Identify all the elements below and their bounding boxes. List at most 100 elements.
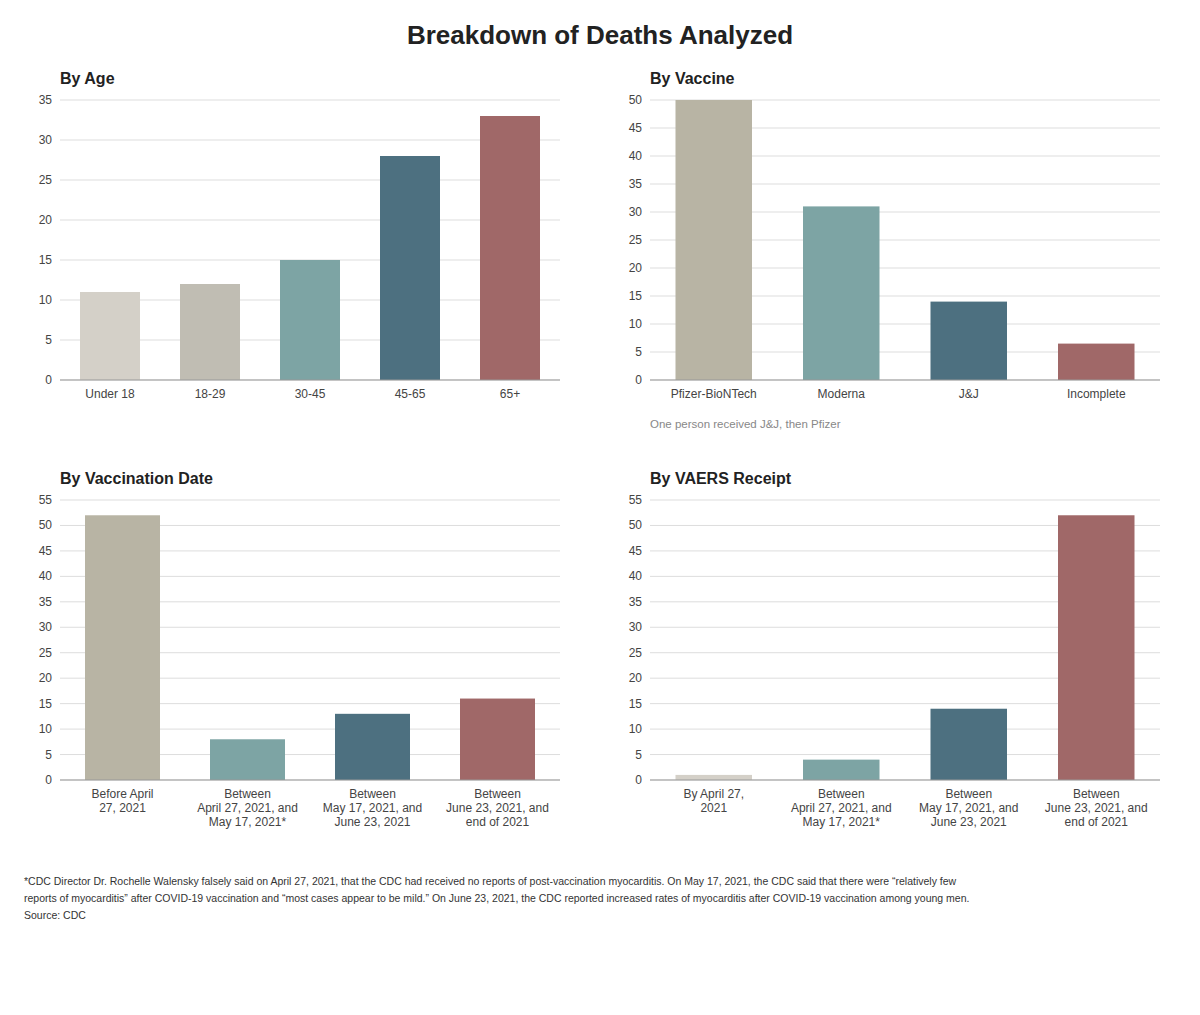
y-tick-label: 55	[629, 493, 643, 507]
x-tick-label-line: June 23, 2021	[334, 815, 410, 829]
x-axis-line	[650, 780, 1160, 781]
y-tick-label: 15	[39, 697, 53, 711]
chart-root: Breakdown of Deaths Analyzed By Age 0 5 10 15…	[0, 0, 1200, 1015]
bar	[676, 775, 753, 780]
x-tick-label-line: Before April	[91, 787, 153, 801]
x-tick-label: 65+	[500, 387, 520, 401]
y-tick-label: 40	[629, 149, 643, 163]
x-tick-label: 45-65	[395, 387, 426, 401]
x-tick-label-line: June 23, 2021, and	[446, 801, 549, 815]
y-tick-label: 5	[635, 748, 642, 762]
y-tick-label: 20	[629, 671, 643, 685]
grid-line	[60, 500, 560, 501]
y-tick-label: 0	[635, 773, 642, 787]
y-tick-label: 15	[39, 253, 53, 267]
bar	[335, 714, 410, 780]
bar	[210, 739, 285, 780]
x-tick-label-line: June 23, 2021	[931, 815, 1007, 829]
x-tick-label-line: Between	[1073, 787, 1120, 801]
x-tick-label-line: May 17, 2021*	[209, 815, 287, 829]
footnote: reports of myocarditis” after COVID-19 v…	[24, 892, 969, 904]
chart-note: One person received J&J, then Pfizer	[650, 418, 841, 430]
main-title: Breakdown of Deaths Analyzed	[407, 20, 793, 50]
y-tick-label: 30	[629, 205, 643, 219]
bar	[180, 284, 240, 380]
bar	[1058, 344, 1135, 380]
x-tick-label: Before April27, 2021	[91, 787, 153, 815]
bar	[80, 292, 140, 380]
y-tick-label: 35	[629, 177, 643, 191]
x-tick-label-line: 18-29	[195, 387, 226, 401]
y-tick-label: 5	[45, 333, 52, 347]
x-tick-label-line: 2021	[700, 801, 727, 815]
x-tick-label: BetweenMay 17, 2021, andJune 23, 2021	[323, 787, 422, 829]
x-tick-label-line: Between	[224, 787, 271, 801]
x-tick-label: Incomplete	[1067, 387, 1126, 401]
bar	[803, 760, 880, 780]
footnote: *CDC Director Dr. Rochelle Walensky fals…	[24, 875, 957, 887]
x-axis-line	[60, 780, 560, 781]
y-tick-label: 10	[39, 722, 53, 736]
bar	[931, 709, 1008, 780]
y-tick-label: 25	[39, 646, 53, 660]
x-tick-label-line: May 17, 2021*	[803, 815, 881, 829]
x-tick-label-line: Between	[818, 787, 865, 801]
y-tick-label: 45	[629, 544, 643, 558]
x-tick-label-line: end of 2021	[466, 815, 530, 829]
chart-panel: By VAERS Receipt0510152025303540455055By…	[629, 470, 1160, 829]
y-tick-label: 0	[45, 773, 52, 787]
bars	[676, 100, 1135, 380]
x-tick-label-line: May 17, 2021, and	[323, 801, 422, 815]
x-tick-label: Under 18	[85, 387, 135, 401]
chart-panel: By Vaccination Date051015202530354045505…	[39, 470, 560, 829]
x-tick-label: 18-29	[195, 387, 226, 401]
bar	[931, 302, 1008, 380]
bars	[85, 515, 535, 780]
bars	[80, 116, 540, 380]
x-tick-label-line: Between	[349, 787, 396, 801]
y-tick-label: 0	[45, 373, 52, 387]
y-tick-label: 20	[629, 261, 643, 275]
y-tick-label: 15	[629, 289, 643, 303]
bar	[803, 206, 880, 380]
chart-panel: By Age05101520253035Under 1818-2930-4545…	[39, 70, 560, 401]
y-tick-label: 0	[635, 373, 642, 387]
grid-line	[650, 500, 1160, 501]
y-tick-label: 5	[635, 345, 642, 359]
y-tick-label: 30	[39, 133, 53, 147]
x-tick-label: BetweenApril 27, 2021, andMay 17, 2021*	[197, 787, 298, 829]
subtitle: By Age	[60, 70, 115, 87]
y-tick-label: 40	[39, 569, 53, 583]
y-tick-label: 50	[629, 93, 643, 107]
y-tick-label: 35	[39, 595, 53, 609]
y-tick-label: 30	[39, 620, 53, 634]
x-tick-label: BetweenJune 23, 2021, andend of 2021	[1045, 787, 1148, 829]
x-tick-label-line: 65+	[500, 387, 520, 401]
x-tick-label-line: Moderna	[818, 387, 866, 401]
bars	[676, 515, 1135, 780]
subtitle: By VAERS Receipt	[650, 470, 792, 487]
y-tick-label: 10	[629, 722, 643, 736]
x-axis-line	[60, 380, 560, 381]
bar	[1058, 515, 1135, 780]
y-tick-label: 25	[629, 646, 643, 660]
x-tick-label-line: J&J	[959, 387, 979, 401]
x-tick-label: J&J	[959, 387, 979, 401]
y-tick-label: 10	[39, 293, 53, 307]
y-tick-label: 20	[39, 671, 53, 685]
x-tick-label-line: Under 18	[85, 387, 135, 401]
y-tick-label: 35	[39, 93, 53, 107]
grid-line	[650, 380, 1160, 381]
bar	[676, 100, 753, 380]
x-axis-line	[650, 380, 1160, 381]
x-tick-label-line: May 17, 2021, and	[919, 801, 1018, 815]
bar	[85, 515, 160, 780]
y-tick-label: 10	[629, 317, 643, 331]
x-tick-label: BetweenMay 17, 2021, andJune 23, 2021	[919, 787, 1018, 829]
chart-panel: By Vaccine05101520253035404550Pfizer-Bio…	[629, 70, 1160, 430]
y-tick-label: 40	[629, 569, 643, 583]
x-tick-label-line: Between	[945, 787, 992, 801]
grid-line	[650, 780, 1160, 781]
y-tick-label: 45	[629, 121, 643, 135]
x-tick-label-line: 45-65	[395, 387, 426, 401]
